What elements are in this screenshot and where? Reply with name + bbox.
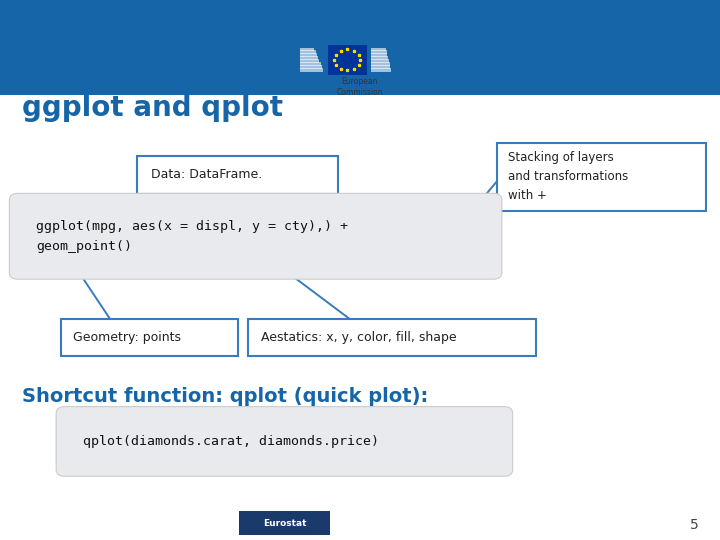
Text: 5: 5 (690, 518, 698, 532)
FancyBboxPatch shape (56, 407, 513, 476)
FancyBboxPatch shape (9, 193, 502, 279)
FancyBboxPatch shape (371, 62, 390, 65)
FancyBboxPatch shape (371, 56, 388, 60)
Text: Eurostat: Eurostat (263, 519, 306, 528)
FancyBboxPatch shape (328, 45, 367, 75)
Text: European
Commission: European Commission (337, 77, 383, 97)
FancyBboxPatch shape (300, 69, 323, 71)
FancyBboxPatch shape (239, 511, 330, 535)
Text: Aestatics: x, y, color, fill, shape: Aestatics: x, y, color, fill, shape (261, 331, 456, 344)
FancyBboxPatch shape (300, 62, 320, 65)
FancyBboxPatch shape (497, 143, 706, 211)
FancyBboxPatch shape (300, 59, 320, 63)
Text: Geometry: points: Geometry: points (73, 331, 181, 344)
Text: qplot(diamonds.carat, diamonds.price): qplot(diamonds.carat, diamonds.price) (83, 435, 379, 448)
FancyBboxPatch shape (0, 0, 720, 94)
FancyBboxPatch shape (371, 53, 387, 57)
FancyBboxPatch shape (371, 69, 391, 71)
FancyBboxPatch shape (61, 319, 238, 356)
Text: Shortcut function: qplot (quick plot):: Shortcut function: qplot (quick plot): (22, 387, 428, 407)
Text: Data: DataFrame.: Data: DataFrame. (151, 168, 263, 181)
FancyBboxPatch shape (371, 65, 390, 69)
Text: ggplot and qplot: ggplot and qplot (22, 94, 283, 122)
FancyBboxPatch shape (300, 56, 318, 60)
FancyBboxPatch shape (371, 59, 389, 63)
FancyBboxPatch shape (137, 156, 338, 194)
Text: Stacking of layers
and transformations
with +: Stacking of layers and transformations w… (508, 151, 628, 202)
FancyBboxPatch shape (248, 319, 536, 356)
FancyBboxPatch shape (371, 48, 386, 51)
FancyBboxPatch shape (300, 51, 315, 54)
Text: ggplot(mpg, aes(x = displ, y = cty),) +
geom_point(): ggplot(mpg, aes(x = displ, y = cty),) + … (36, 220, 348, 253)
FancyBboxPatch shape (300, 65, 322, 69)
FancyBboxPatch shape (371, 51, 387, 54)
FancyBboxPatch shape (300, 48, 314, 51)
FancyBboxPatch shape (300, 53, 317, 57)
